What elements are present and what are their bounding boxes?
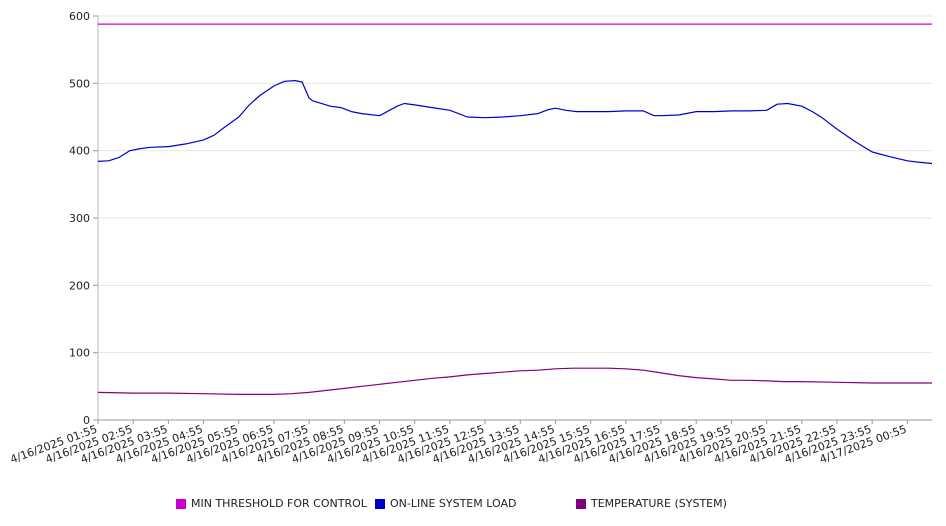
legend-swatch (176, 498, 186, 509)
y-tick-label: 500 (69, 77, 90, 90)
y-tick-label: 600 (69, 10, 90, 23)
legend-swatch (576, 498, 586, 509)
legend-item[interactable]: TEMPERATURE (SYSTEM) (576, 497, 727, 510)
legend-label: MIN THRESHOLD FOR CONTROL (191, 497, 367, 510)
y-tick-label: 100 (69, 347, 90, 360)
legend-label: ON-LINE SYSTEM LOAD (390, 497, 517, 510)
legend-label: TEMPERATURE (SYSTEM) (591, 497, 727, 510)
series-line-temperature-system (97, 367, 932, 395)
y-tick-label: 400 (69, 145, 90, 158)
legend-swatch (375, 498, 385, 509)
y-tick-label: 0 (83, 414, 90, 427)
legend-item[interactable]: ON-LINE SYSTEM LOAD (375, 497, 516, 510)
legend-item[interactable]: MIN THRESHOLD FOR CONTROL (176, 497, 367, 510)
series-line-on-line-system-load (97, 79, 933, 165)
y-tick-label: 200 (69, 279, 90, 292)
legend: MIN THRESHOLD FOR CONTROL ON-LINE SYSTEM … (0, 497, 946, 515)
y-tick-label: 300 (69, 212, 90, 225)
